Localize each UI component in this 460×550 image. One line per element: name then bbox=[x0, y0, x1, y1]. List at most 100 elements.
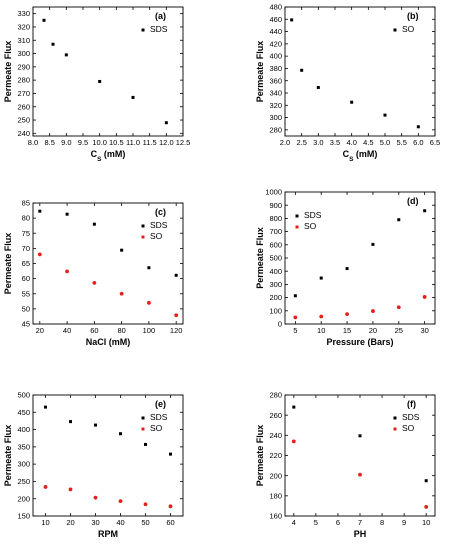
y-tick-label: 360 bbox=[269, 76, 282, 85]
x-tick-label: 9 bbox=[402, 518, 406, 527]
y-tick-label: 440 bbox=[269, 27, 282, 36]
data-point bbox=[147, 300, 151, 305]
y-tick-label: 1000 bbox=[265, 188, 282, 197]
x-tick-label: 60 bbox=[166, 518, 174, 527]
chart-panel-4: 5 10 15 20 25 3001002003004005006007008009001… bbox=[255, 188, 436, 347]
x-tick-label: 8.0 bbox=[28, 138, 38, 147]
y-tick-label: 55 bbox=[22, 289, 30, 298]
data-point bbox=[358, 434, 362, 438]
panel-label: (d) bbox=[407, 196, 419, 206]
y-tick-label: 700 bbox=[269, 227, 282, 236]
x-tick-label: 2.0 bbox=[280, 138, 290, 147]
x-tick-label: 5.0 bbox=[380, 138, 390, 147]
y-tick-label: 500 bbox=[17, 391, 30, 400]
y-tick-label: 280 bbox=[269, 391, 282, 400]
y-axis-title: Permeate Flux bbox=[3, 233, 13, 295]
legend-marker bbox=[141, 224, 145, 228]
x-axis-title: Pressure (Bars) bbox=[326, 337, 393, 347]
legend-label: SDS bbox=[150, 412, 168, 422]
x-tick-label: 15 bbox=[343, 326, 351, 335]
data-point bbox=[38, 209, 42, 213]
data-point bbox=[92, 222, 96, 226]
panel-label: (c) bbox=[155, 207, 166, 217]
data-point bbox=[65, 212, 69, 216]
legend-marker bbox=[393, 416, 397, 420]
y-tick-label: 280 bbox=[269, 125, 282, 134]
y-tick-label: 280 bbox=[17, 76, 30, 85]
plot-frame bbox=[32, 394, 184, 517]
chart-panel-2: 2.0 2.5 3.0 3.5 4.0 4.5 5.0 5.5 6.0 6.5 280 300 320 3… bbox=[255, 3, 440, 163]
chart-panel-6: 4 5 6 7 8 9 10 160 180 200 220 240 260 280 PH Permeate … bbox=[255, 391, 436, 539]
y-tick-label: 340 bbox=[269, 89, 282, 98]
data-point bbox=[291, 439, 296, 444]
x-tick-label: 11.0 bbox=[126, 138, 140, 147]
y-tick-label: 300 bbox=[269, 280, 282, 289]
y-tick-label: 100 bbox=[269, 306, 282, 315]
y-tick-label: 270 bbox=[17, 89, 30, 98]
data-point bbox=[120, 248, 124, 252]
x-tick-label: 20 bbox=[66, 518, 74, 527]
data-point bbox=[397, 218, 401, 222]
y-tick-label: 0 bbox=[278, 320, 282, 329]
x-tick-label: 3.5 bbox=[330, 138, 340, 147]
chart-panel-1: 8.0 8.5 9.0 9.5 10.0 10.5 11.0 11.5 12.0 12.5 240 2… bbox=[3, 6, 191, 163]
y-tick-label: 330 bbox=[17, 9, 30, 18]
y-tick-label: 200 bbox=[17, 494, 30, 503]
legend-label: SDS bbox=[150, 24, 168, 34]
x-tick-label: 2.5 bbox=[296, 138, 306, 147]
data-point bbox=[350, 100, 354, 104]
y-tick-label: 290 bbox=[17, 62, 30, 71]
x-tick-label: 5.5 bbox=[396, 138, 406, 147]
x-tick-label: 100 bbox=[143, 326, 156, 335]
plot-frame bbox=[284, 6, 436, 137]
y-tick-label: 75 bbox=[22, 229, 30, 238]
y-tick-label: 300 bbox=[17, 49, 30, 58]
data-point bbox=[290, 18, 294, 22]
data-point bbox=[92, 280, 97, 285]
x-tick-label: 6.5 bbox=[430, 138, 440, 147]
data-point bbox=[68, 487, 73, 492]
x-tick-label: 20 bbox=[36, 326, 44, 335]
y-tick-label: 320 bbox=[17, 23, 30, 32]
data-point bbox=[174, 313, 179, 318]
data-point bbox=[174, 273, 178, 277]
data-point bbox=[396, 305, 401, 310]
panel-label: (e) bbox=[155, 399, 166, 409]
y-tick-label: 240 bbox=[269, 431, 282, 440]
y-tick-label: 400 bbox=[269, 267, 282, 276]
data-point bbox=[51, 42, 55, 46]
y-tick-label: 300 bbox=[17, 460, 30, 469]
data-point bbox=[131, 95, 135, 99]
data-point bbox=[69, 420, 72, 424]
panel-label: (b) bbox=[407, 11, 419, 21]
x-tick-label: 12.5 bbox=[176, 138, 191, 147]
y-tick-label: 150 bbox=[17, 512, 30, 521]
y-tick-label: 400 bbox=[269, 52, 282, 61]
data-point bbox=[169, 452, 172, 456]
y-axis-title: Permeate Flux bbox=[255, 227, 265, 289]
data-point bbox=[345, 267, 349, 271]
x-tick-label: 5 bbox=[293, 326, 297, 335]
data-point bbox=[118, 499, 123, 504]
x-axis-title: NaCl (mM) bbox=[86, 337, 131, 347]
y-tick-label: 400 bbox=[17, 425, 30, 434]
panel-label: (f) bbox=[407, 399, 416, 409]
legend-marker bbox=[141, 416, 145, 420]
y-axis-title: Permeate Flux bbox=[3, 41, 13, 103]
y-tick-label: 200 bbox=[269, 471, 282, 480]
y-tick-label: 85 bbox=[22, 199, 30, 208]
y-tick-label: 65 bbox=[22, 259, 30, 268]
data-point bbox=[292, 405, 296, 409]
y-tick-label: 800 bbox=[269, 214, 282, 223]
y-tick-label: 480 bbox=[269, 3, 282, 12]
legend-marker bbox=[393, 28, 397, 32]
legend-label: SO bbox=[150, 423, 163, 433]
legend-marker bbox=[295, 214, 299, 218]
x-tick-label: 8.5 bbox=[44, 138, 54, 147]
data-point bbox=[147, 266, 151, 270]
data-point bbox=[371, 309, 375, 313]
x-tick-label: 20 bbox=[369, 326, 377, 335]
data-point bbox=[93, 495, 98, 500]
y-tick-label: 250 bbox=[17, 116, 30, 125]
